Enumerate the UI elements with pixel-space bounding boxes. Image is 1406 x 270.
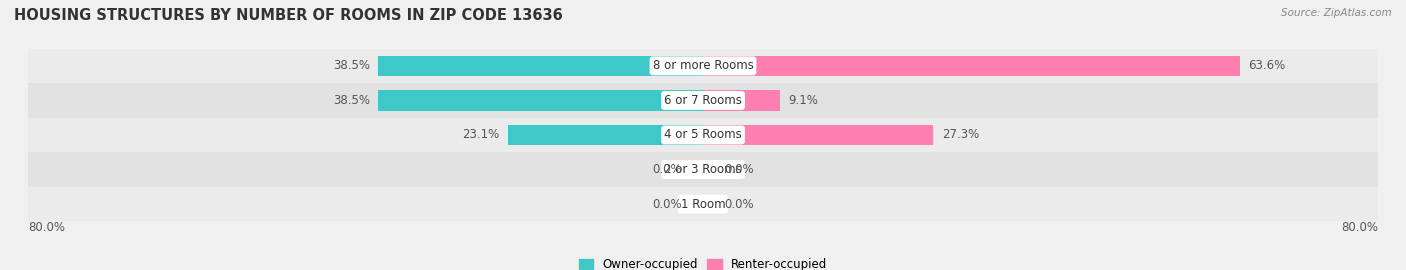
Bar bbox=[378, 90, 703, 111]
Bar bbox=[28, 83, 1378, 118]
Bar bbox=[378, 56, 703, 76]
Text: 27.3%: 27.3% bbox=[942, 129, 979, 141]
Text: 80.0%: 80.0% bbox=[28, 221, 65, 234]
Text: 63.6%: 63.6% bbox=[1249, 59, 1285, 72]
Bar bbox=[703, 90, 780, 111]
Text: 6 or 7 Rooms: 6 or 7 Rooms bbox=[664, 94, 742, 107]
Text: 0.0%: 0.0% bbox=[724, 198, 754, 211]
Bar bbox=[28, 187, 1378, 221]
Text: 0.0%: 0.0% bbox=[652, 198, 682, 211]
Bar bbox=[508, 125, 703, 145]
Legend: Owner-occupied, Renter-occupied: Owner-occupied, Renter-occupied bbox=[574, 254, 832, 270]
Text: 1 Room: 1 Room bbox=[681, 198, 725, 211]
Text: 4 or 5 Rooms: 4 or 5 Rooms bbox=[664, 129, 742, 141]
Text: 2 or 3 Rooms: 2 or 3 Rooms bbox=[664, 163, 742, 176]
Bar bbox=[28, 118, 1378, 152]
Text: 8 or more Rooms: 8 or more Rooms bbox=[652, 59, 754, 72]
Text: Source: ZipAtlas.com: Source: ZipAtlas.com bbox=[1281, 8, 1392, 18]
Bar bbox=[703, 125, 934, 145]
Text: HOUSING STRUCTURES BY NUMBER OF ROOMS IN ZIP CODE 13636: HOUSING STRUCTURES BY NUMBER OF ROOMS IN… bbox=[14, 8, 562, 23]
Bar bbox=[28, 49, 1378, 83]
Bar bbox=[703, 56, 1240, 76]
Bar bbox=[28, 152, 1378, 187]
Text: 0.0%: 0.0% bbox=[724, 163, 754, 176]
Text: 80.0%: 80.0% bbox=[1341, 221, 1378, 234]
Text: 38.5%: 38.5% bbox=[333, 94, 370, 107]
Text: 38.5%: 38.5% bbox=[333, 59, 370, 72]
Text: 9.1%: 9.1% bbox=[789, 94, 818, 107]
Text: 0.0%: 0.0% bbox=[652, 163, 682, 176]
Text: 23.1%: 23.1% bbox=[463, 129, 499, 141]
